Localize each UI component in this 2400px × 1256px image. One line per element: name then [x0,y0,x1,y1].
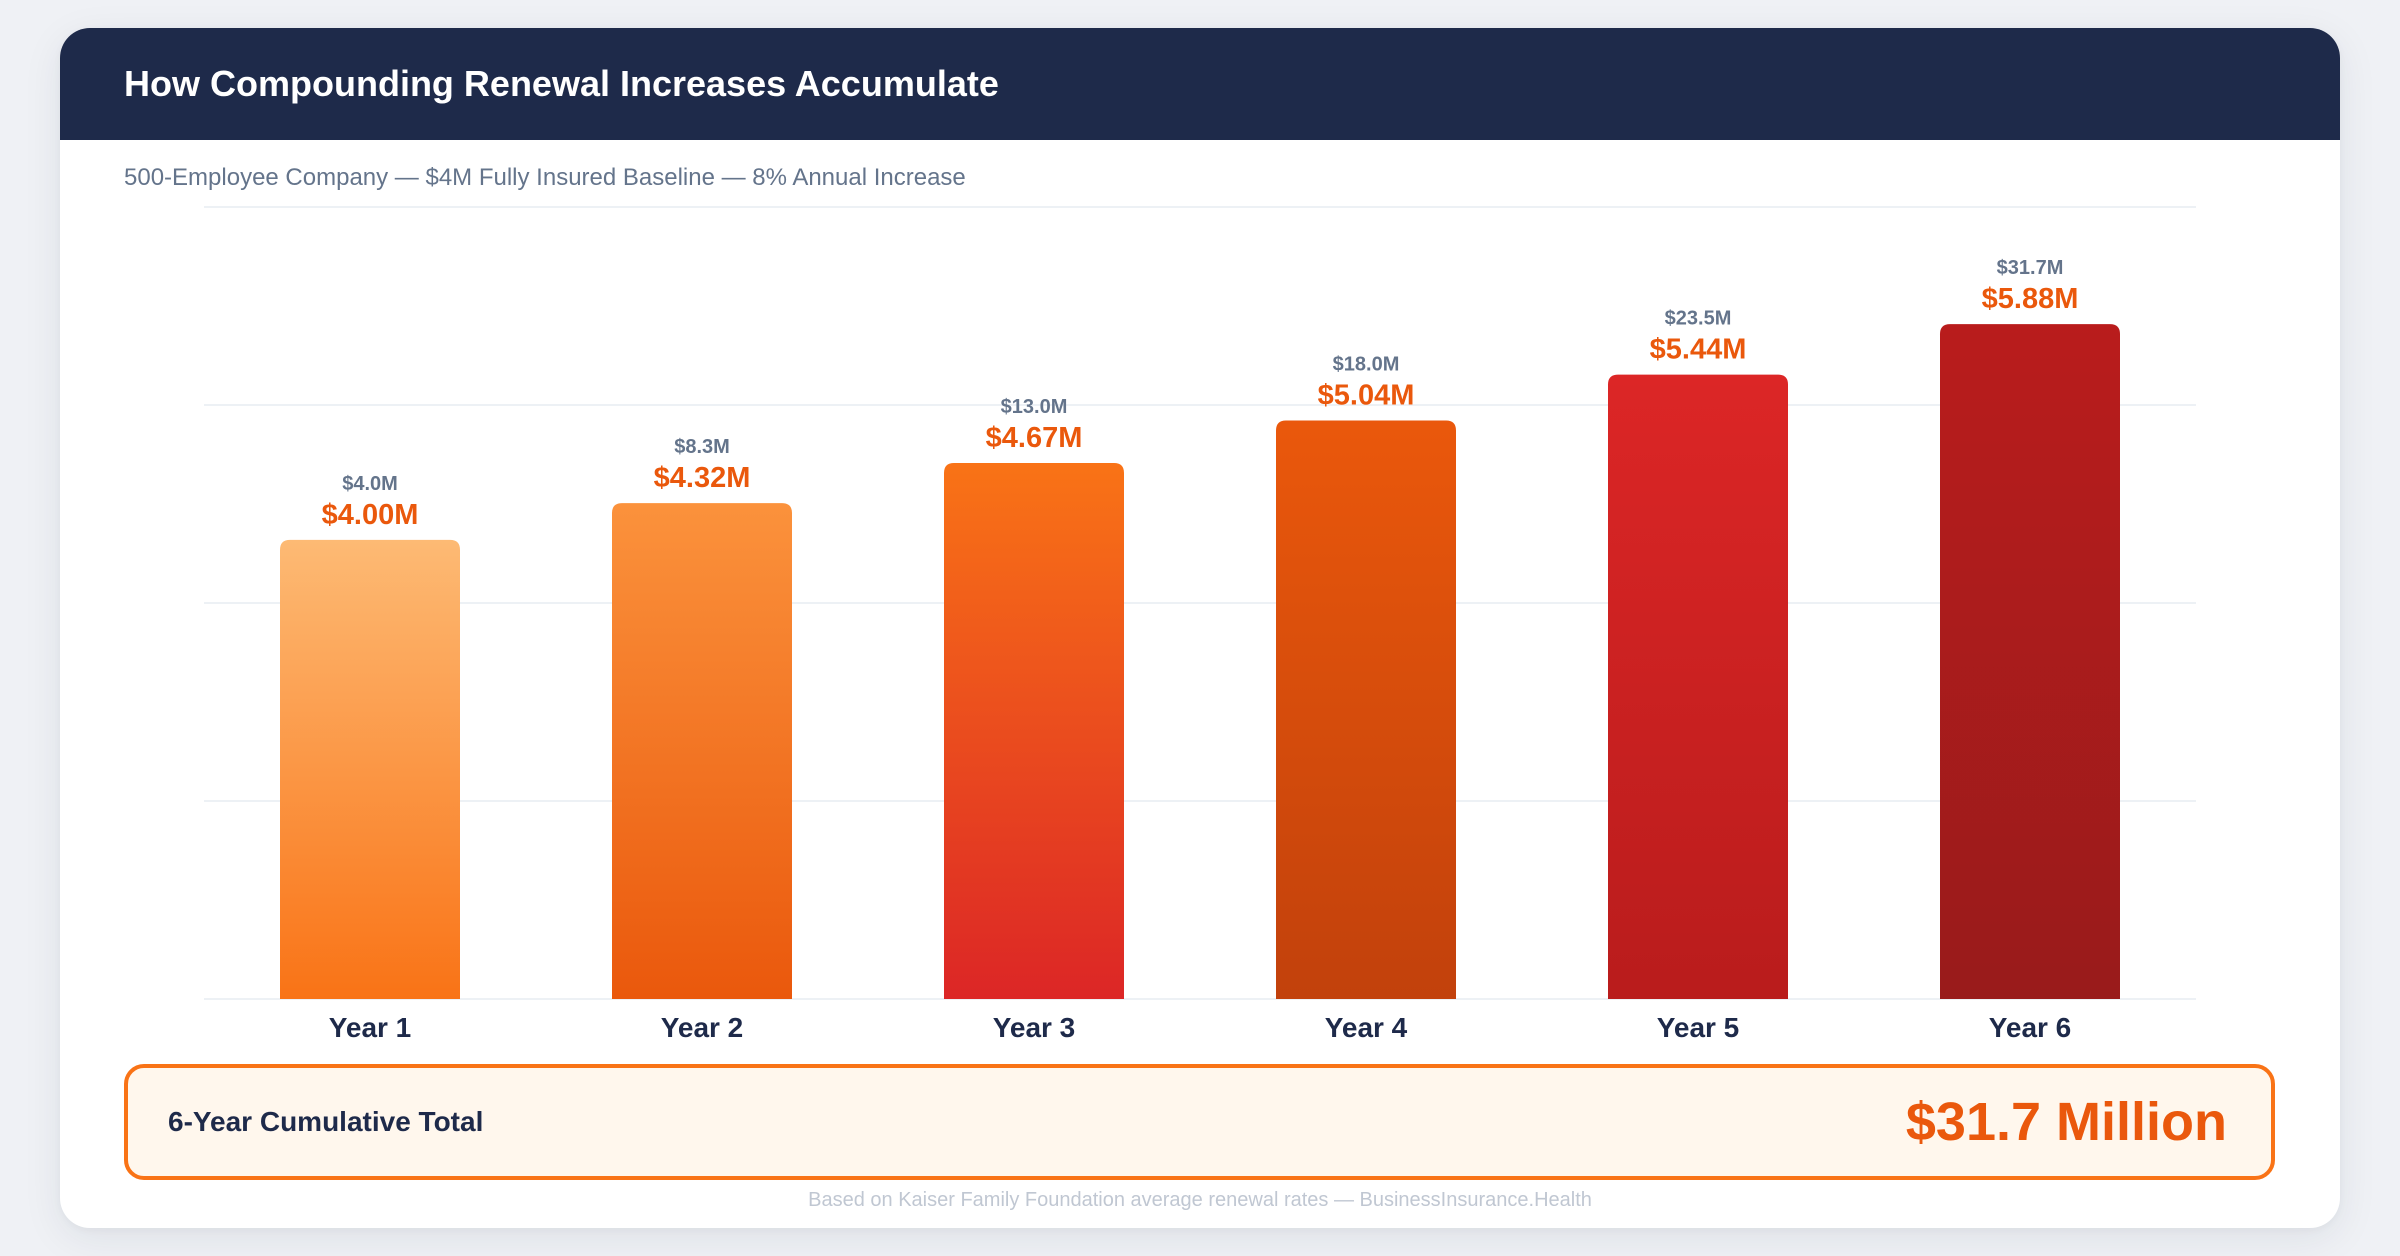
cumulative-value-label: $23.5M [1665,308,1732,330]
cumulative-value-label: $18.0M [1333,353,1400,375]
bar-labels: $4.00M $4.0M $4.32M $8.3M $4.67M $13.0M $5.04M… [322,257,2079,531]
bar-value-label: $5.04M [1318,379,1415,411]
source-footnote: Based on Kaiser Family Foundation averag… [808,1189,1592,1211]
gridlines [204,206,2196,1000]
bar-year-6 [1940,324,2120,999]
bar-year-3 [944,462,1124,999]
bar-year-5 [1608,374,1788,999]
cumulative-value-label: $4.0M [342,473,398,495]
bar-year-1 [280,539,460,999]
x-axis-labels: Year 1 Year 2 Year 3 Year 4 Year 5 Year 6 [329,1012,2072,1043]
bar-value-label: $5.44M [1650,334,1747,366]
x-tick-label: Year 4 [1325,1012,1408,1043]
cumulative-value-label: $13.0M [1001,396,1068,418]
bar-value-label: $4.32M [654,462,751,494]
bar-value-label: $5.88M [1982,283,2079,315]
bar-year-2 [612,503,792,999]
chart-title: How Compounding Renewal Increases Accumu… [124,63,999,104]
cumulative-value-label: $31.7M [1997,257,2064,279]
chart-subtitle: 500-Employee Company — $4M Fully Insured… [124,164,966,191]
cumulative-total-value: $31.7 Million [1905,1092,2227,1152]
bars [280,324,2120,999]
x-tick-label: Year 3 [993,1012,1076,1043]
cumulative-total-box: 6-Year Cumulative Total $31.7 Million [124,1064,2275,1180]
x-tick-label: Year 2 [661,1012,744,1043]
card-header: How Compounding Renewal Increases Accumu… [60,28,2340,140]
cumulative-total-label: 6-Year Cumulative Total [168,1106,484,1137]
x-tick-label: Year 5 [1657,1012,1740,1043]
x-tick-label: Year 6 [1989,1012,2072,1043]
bar-value-label: $4.67M [986,422,1083,454]
bar-value-label: $4.00M [322,499,419,531]
x-tick-label: Year 1 [329,1012,412,1043]
bar-year-4 [1276,420,1456,999]
cumulative-value-label: $8.3M [674,436,730,458]
